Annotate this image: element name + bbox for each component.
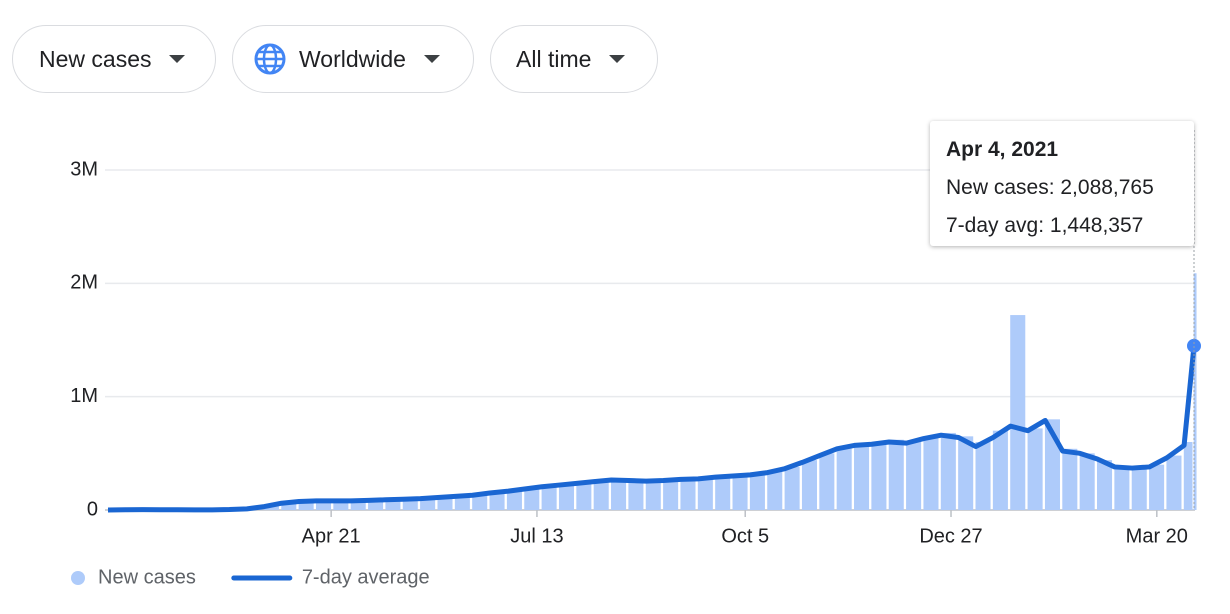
bar [1062, 448, 1078, 510]
bar [315, 500, 332, 510]
legend-swatch [71, 571, 85, 585]
period-dropdown[interactable]: All time [490, 25, 658, 93]
bar [368, 500, 384, 510]
bar [281, 502, 297, 510]
bar [1010, 315, 1026, 510]
bar [420, 498, 436, 510]
bar [1097, 460, 1113, 510]
x-tick-label: Jul 13 [510, 525, 563, 547]
x-tick-label: Mar 20 [1126, 525, 1188, 547]
dropdown-label: Worldwide [299, 45, 406, 72]
bar [298, 501, 314, 510]
bar [923, 436, 939, 510]
bar [472, 494, 488, 510]
bar [263, 506, 279, 510]
bar [784, 466, 800, 510]
bar [524, 488, 540, 510]
bar [906, 442, 922, 510]
bar [992, 430, 1008, 510]
bar [402, 498, 418, 510]
y-tick-label: 3M [70, 158, 98, 180]
caret [423, 55, 440, 63]
bar [854, 443, 870, 510]
tooltip-line: New cases: 2,088,765 [946, 176, 1154, 199]
bar [871, 442, 887, 510]
bar [437, 496, 453, 510]
tooltip-line: 7-day avg: 1,448,357 [946, 214, 1144, 237]
bar [1183, 442, 1193, 510]
bar [958, 436, 974, 510]
bar [749, 473, 765, 510]
tooltip: Apr 4, 2021 New cases: 2,088,765 7-day a… [930, 121, 1194, 246]
bar [663, 479, 679, 510]
bar [454, 495, 470, 510]
caret [169, 55, 186, 63]
bar [489, 492, 505, 510]
bar [385, 499, 401, 510]
bar [1166, 455, 1182, 510]
bar [1027, 428, 1043, 510]
bar [350, 500, 366, 510]
bar [1114, 468, 1130, 510]
bar [732, 475, 748, 510]
x-tick-label: Apr 21 [302, 525, 361, 547]
bar [715, 476, 731, 510]
bar [645, 481, 661, 510]
bar [940, 432, 956, 510]
x-tick-label: Dec 27 [919, 525, 982, 547]
bar [697, 478, 713, 510]
bar [506, 490, 522, 510]
bar [819, 453, 835, 510]
caret [609, 55, 626, 63]
region-dropdown[interactable]: Worldwide [232, 25, 474, 93]
tooltip-date: Apr 4, 2021 [946, 138, 1059, 161]
bar [558, 483, 575, 510]
bar [801, 460, 817, 510]
bar [628, 479, 644, 510]
bar [1131, 466, 1147, 510]
bar [333, 500, 349, 510]
y-tick-label: 1M [70, 385, 98, 407]
bar [576, 482, 592, 510]
legend-label: 7-day average [302, 566, 430, 588]
bar [767, 471, 783, 510]
legend-label: New cases [98, 566, 196, 588]
bar [611, 479, 627, 510]
y-tick-label: 2M [70, 272, 98, 294]
bar [541, 486, 557, 510]
bar [680, 478, 696, 510]
line [107, 345, 1197, 513]
dropdown-label: New cases [39, 45, 152, 72]
bar [593, 481, 609, 510]
globe-icon [254, 43, 286, 75]
x-tick-label: Oct 5 [721, 525, 769, 547]
bar [1079, 453, 1095, 510]
bar [836, 446, 852, 510]
y-tick-label: 0 [87, 498, 98, 520]
bar [888, 439, 904, 510]
bar [975, 442, 991, 510]
dropdown-label: All time [516, 45, 592, 72]
hover-point [1187, 338, 1201, 353]
bar [1149, 464, 1165, 510]
metric-dropdown[interactable]: New cases [12, 25, 216, 93]
bar [1193, 273, 1197, 510]
